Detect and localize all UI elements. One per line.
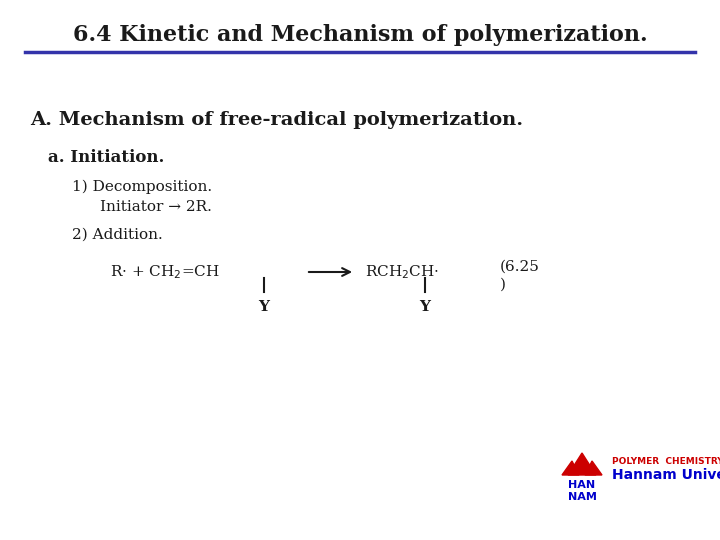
Text: ): ) <box>500 278 506 292</box>
Polygon shape <box>562 461 579 475</box>
Polygon shape <box>568 453 596 475</box>
Text: 6.4 Kinetic and Mechanism of polymerization.: 6.4 Kinetic and Mechanism of polymerizat… <box>73 24 647 46</box>
Text: Y: Y <box>258 300 269 314</box>
Text: Y: Y <box>420 300 431 314</box>
Text: 1) Decomposition.: 1) Decomposition. <box>72 180 212 194</box>
Text: 2) Addition.: 2) Addition. <box>72 228 163 242</box>
Text: RCH$_2$CH$\cdot$: RCH$_2$CH$\cdot$ <box>365 263 439 281</box>
Text: Initiator → 2R.: Initiator → 2R. <box>100 200 212 214</box>
Text: POLYMER  CHEMISTRY: POLYMER CHEMISTRY <box>612 456 720 465</box>
Text: R$\cdot$ + CH$_2$=CH: R$\cdot$ + CH$_2$=CH <box>110 263 220 281</box>
Text: HAN
NAM: HAN NAM <box>567 480 596 502</box>
Text: a. Initiation.: a. Initiation. <box>48 148 164 165</box>
Text: Hannam University: Hannam University <box>612 468 720 482</box>
Polygon shape <box>585 461 602 475</box>
Text: A. Mechanism of free-radical polymerization.: A. Mechanism of free-radical polymerizat… <box>30 111 523 129</box>
Text: (6.25: (6.25 <box>500 260 540 274</box>
